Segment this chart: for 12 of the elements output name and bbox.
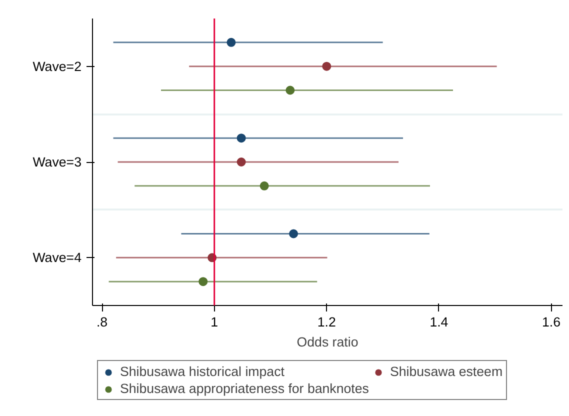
- legend-label: Shibusawa appropriateness for banknotes: [120, 381, 369, 396]
- x-tick-label: .8: [96, 314, 108, 330]
- y-tick-label: Wave=2: [32, 58, 82, 74]
- x-tick-label: 1: [210, 314, 218, 330]
- x-axis-title: Odds ratio: [296, 334, 358, 350]
- x-tick-label: 1.4: [430, 314, 449, 330]
- legend-label: Shibusawa historical impact: [120, 364, 284, 379]
- y-tick-label: Wave=3: [32, 154, 82, 170]
- x-tick-label: 1.2: [317, 314, 336, 330]
- y-tick-label: Wave=4: [32, 250, 82, 266]
- legend-label: Shibusawa esteem: [390, 364, 503, 379]
- x-tick-label: 1.6: [542, 314, 561, 330]
